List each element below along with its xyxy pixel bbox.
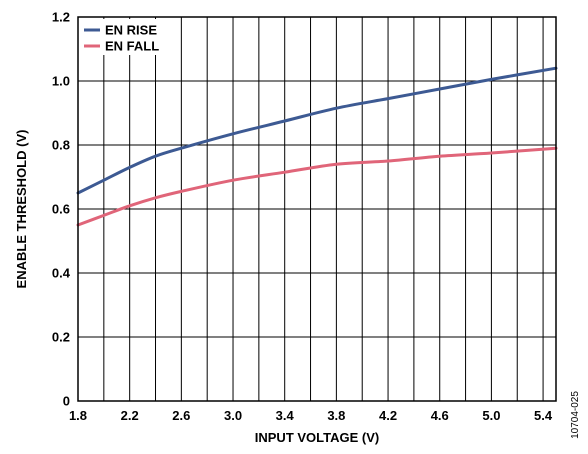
- x-tick-label: 1.8: [69, 408, 87, 423]
- x-tick-label: 3.8: [327, 408, 345, 423]
- x-tick-label: 3.0: [224, 408, 242, 423]
- y-tick-label: 0.6: [52, 202, 70, 217]
- x-tick-labels: 1.8 2.2 2.6 3.0 3.4 3.8 4.2 4.6 5.0 5.4: [69, 408, 553, 423]
- x-tick-label: 5.4: [534, 408, 553, 423]
- y-tick-labels: 0 0.2 0.4 0.6 0.8 1.0 1.2: [52, 10, 71, 409]
- x-axis-title: INPUT VOLTAGE (V): [255, 430, 379, 445]
- y-tick-label: 1.2: [52, 10, 70, 25]
- series-line-2: [76, 146, 558, 227]
- y-tick-label: 0.4: [52, 266, 71, 281]
- legend-label: EN RISE: [105, 23, 157, 38]
- legend-background: [80, 19, 178, 55]
- x-tick-label: 3.4: [276, 408, 295, 423]
- grid: [78, 17, 556, 401]
- figure-id: 10704-025: [570, 391, 581, 439]
- y-tick-label: 0.8: [52, 138, 70, 153]
- y-tick-label: 0: [63, 394, 70, 409]
- series-lines: [76, 66, 558, 227]
- y-tick-label: 1.0: [52, 74, 70, 89]
- x-tick-label: 4.2: [379, 408, 397, 423]
- plot-frame: [77, 16, 557, 402]
- y-axis-title: ENABLE THRESHOLD (V): [14, 130, 29, 289]
- y-tick-label: 0.2: [52, 330, 70, 345]
- x-tick-label: 2.6: [172, 408, 190, 423]
- x-tick-label: 4.6: [431, 408, 449, 423]
- legend-label: EN FALL: [105, 39, 159, 54]
- x-tick-label: 2.2: [121, 408, 139, 423]
- series-line-1: [76, 66, 558, 195]
- x-tick-label: 5.0: [482, 408, 500, 423]
